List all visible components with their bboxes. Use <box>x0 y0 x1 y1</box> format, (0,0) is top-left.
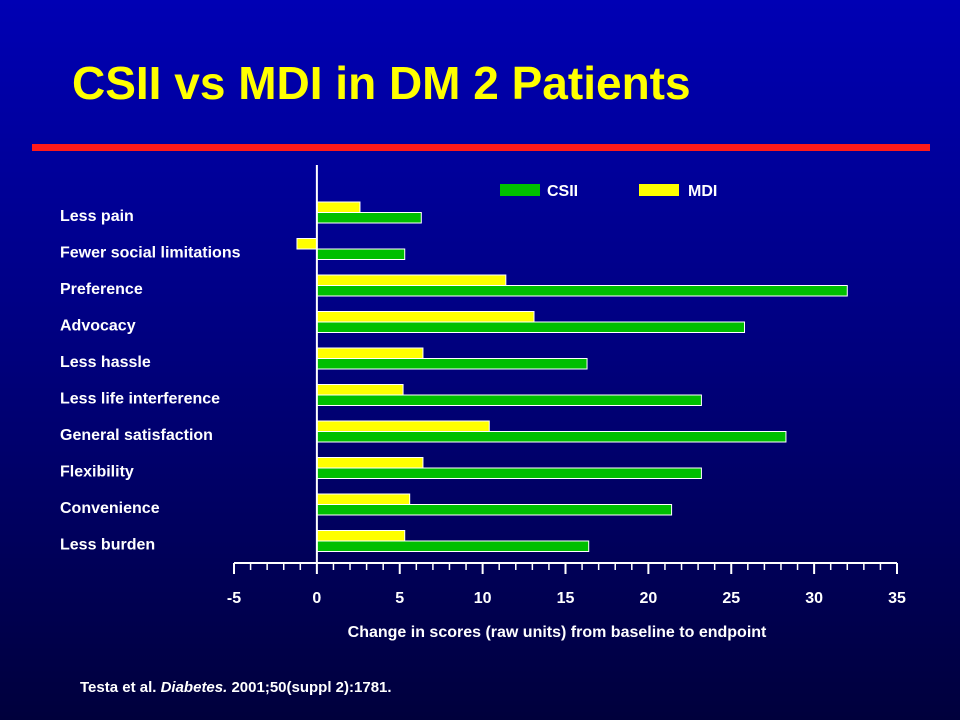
bar-csii-less-pain <box>316 212 422 224</box>
category-label: Less hassle <box>60 354 151 371</box>
bar-csii-fewer-social-limitations <box>316 248 406 260</box>
x-tick-label: 35 <box>888 590 906 607</box>
bar-mdi-fewer-social-limitations <box>296 238 318 250</box>
x-tick-label: 0 <box>312 590 321 607</box>
x-tick-label: 15 <box>557 590 575 607</box>
bar-csii-general-satisfaction <box>316 431 787 443</box>
legend-swatch-csii <box>500 184 540 196</box>
citation-journal: Diabetes. <box>160 679 228 696</box>
bar-mdi-convenience <box>316 493 411 505</box>
legend-swatch-mdi <box>639 184 679 196</box>
x-tick-label: 25 <box>722 590 740 607</box>
bar-csii-preference <box>316 285 848 297</box>
category-label: Flexibility <box>60 464 134 481</box>
slide-title: CSII vs MDI in DM 2 Patients <box>72 57 691 109</box>
chart-legend: CSII MDI <box>500 183 717 200</box>
citation-details: 2001;50(suppl 2):1781. <box>227 679 392 696</box>
citation-authors: Testa et al. <box>80 679 161 696</box>
x-tick-label: 30 <box>805 590 823 607</box>
category-label: Preference <box>60 281 143 298</box>
chart-bars <box>296 201 848 552</box>
citation: Testa et al. Diabetes. 2001;50(suppl 2):… <box>80 679 392 696</box>
bar-csii-advocacy <box>316 321 746 333</box>
bar-mdi-flexibility <box>316 457 424 469</box>
bar-mdi-advocacy <box>316 311 535 323</box>
bar-csii-less-hassle <box>316 358 588 370</box>
bar-mdi-less-burden <box>316 530 406 542</box>
bar-mdi-less-life-interference <box>316 384 404 396</box>
bar-mdi-preference <box>316 274 507 286</box>
bar-csii-convenience <box>316 504 673 516</box>
bar-csii-less-burden <box>316 540 590 552</box>
category-label: Less burden <box>60 537 155 554</box>
category-label: Fewer social limitations <box>60 245 241 262</box>
bar-csii-less-life-interference <box>316 394 702 406</box>
x-tick-label: 5 <box>395 590 404 607</box>
x-tick-label: 20 <box>639 590 657 607</box>
category-labels: Less pain Fewer social limitations Prefere… <box>60 208 241 554</box>
category-label: Less life interference <box>60 391 220 408</box>
category-label: Convenience <box>60 500 160 517</box>
legend-label-mdi: MDI <box>688 183 717 200</box>
bar-mdi-general-satisfaction <box>316 420 490 432</box>
legend-label-csii: CSII <box>547 183 578 200</box>
x-axis-title: Change in scores (raw units) from baseli… <box>348 624 767 641</box>
bar-mdi-less-pain <box>316 201 361 213</box>
chart-axes: -5 0 5 10 15 20 25 30 35 <box>227 165 906 607</box>
title-divider <box>32 144 930 151</box>
x-tick-label: 10 <box>474 590 492 607</box>
category-label: Advocacy <box>60 318 136 335</box>
x-tick-label: -5 <box>227 590 241 607</box>
bar-mdi-less-hassle <box>316 347 424 359</box>
bar-csii-flexibility <box>316 467 702 479</box>
category-label: Less pain <box>60 208 134 225</box>
category-label: General satisfaction <box>60 427 213 444</box>
